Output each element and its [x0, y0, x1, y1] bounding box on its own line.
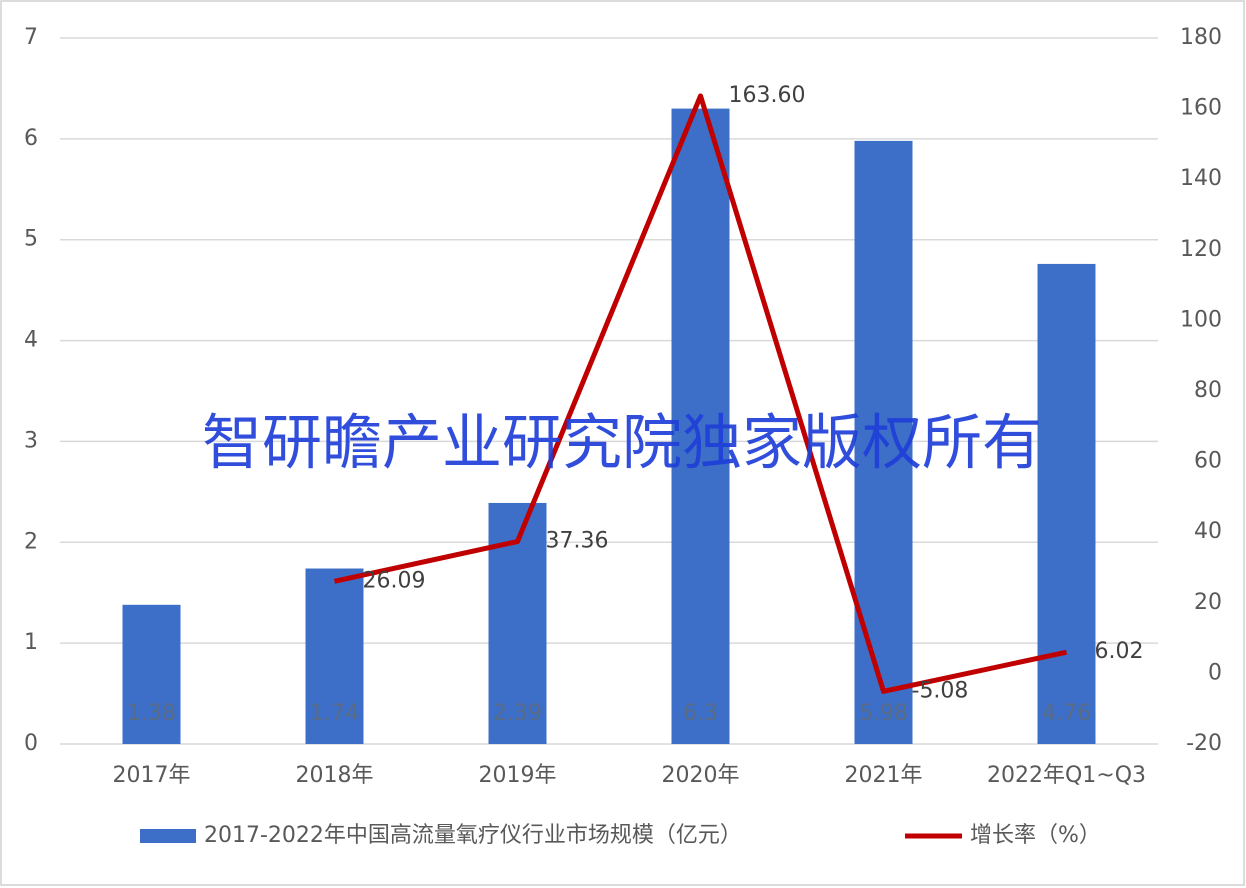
y2-tick-label: -20 [1186, 731, 1222, 756]
x-tick-label: 2020年 [662, 763, 740, 788]
y-tick-label: 4 [24, 328, 38, 353]
line-value-label: 6.02 [1095, 639, 1144, 664]
y-tick-label: 2 [24, 529, 38, 554]
bar-value-label: 6.3 [683, 701, 718, 726]
bar [1037, 263, 1096, 744]
x-tick-label: 2021年 [845, 763, 923, 788]
line-value-label: 26.09 [363, 568, 426, 593]
watermark: 智研瞻产业研究院独家版权所有 [202, 409, 1042, 479]
bar [305, 568, 364, 744]
y-tick-label: 7 [24, 25, 38, 50]
y-tick-label: 5 [24, 227, 38, 252]
y2-tick-label: 180 [1180, 25, 1222, 50]
bar-value-label: 2.39 [493, 701, 542, 726]
line-value-label: 163.60 [729, 83, 806, 108]
y-tick-label: 0 [24, 731, 38, 756]
y2-tick-label: 80 [1194, 378, 1222, 403]
line [333, 93, 1068, 694]
bar [122, 604, 181, 744]
y2-tick-label: 40 [1194, 519, 1222, 544]
x-tick-label: 2017年 [113, 763, 191, 788]
legend-label: 增长率（%） [970, 823, 1101, 848]
y2-tick-label: 20 [1194, 590, 1222, 615]
x-tick-label: 2019年 [479, 763, 557, 788]
y-tick-label: 6 [24, 126, 38, 151]
x-tick-label: 2022年Q1~Q3 [987, 763, 1146, 788]
line-value-label: 37.36 [546, 529, 609, 554]
y2-tick-label: 140 [1180, 166, 1222, 191]
y2-tick-label: 0 [1208, 660, 1222, 685]
y2-tick-label: 60 [1194, 449, 1222, 474]
y2-tick-label: 160 [1180, 96, 1222, 121]
legend-swatch [140, 829, 196, 843]
y-tick-label: 3 [24, 428, 38, 453]
bar-value-label: 1.38 [127, 701, 176, 726]
bar [854, 140, 913, 745]
bar [671, 108, 730, 745]
bar-value-label: 5.98 [859, 701, 908, 726]
y-tick-label: 1 [24, 630, 38, 655]
y2-tick-label: 120 [1180, 237, 1222, 262]
x-tick-label: 2018年 [296, 763, 374, 788]
bar-value-label: 1.74 [310, 701, 359, 726]
legend-label: 2017-2022年中国高流量氧疗仪行业市场规模（亿元） [204, 823, 742, 848]
y2-tick-label: 100 [1180, 307, 1222, 332]
line-value-label: -5.08 [912, 678, 969, 703]
bar-value-label: 4.76 [1042, 701, 1091, 726]
